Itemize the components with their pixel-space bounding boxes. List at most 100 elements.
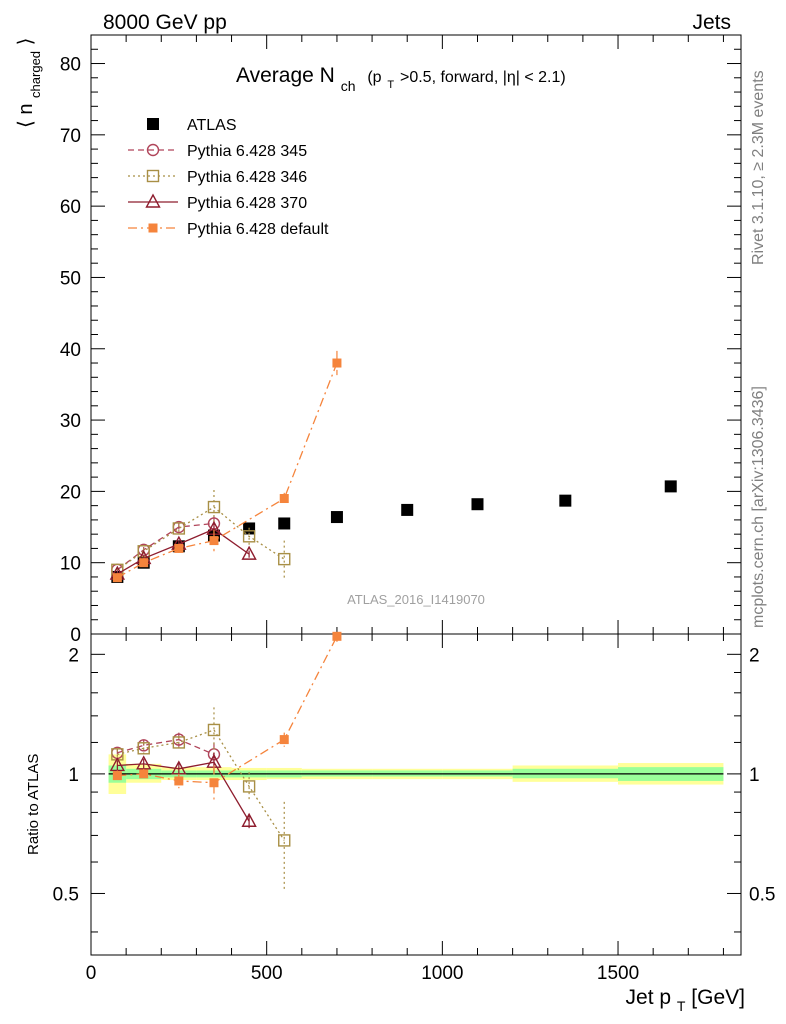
main-series-2-line bbox=[116, 506, 285, 571]
main-series-0-point-5 bbox=[278, 517, 291, 530]
mcplots-reference-text: mcplots.cern.ch [arXiv:1306.3436] bbox=[750, 386, 767, 628]
main-chart-title-main: Average N bbox=[236, 64, 335, 87]
ratio-series-3-point-3 bbox=[209, 778, 219, 788]
main-chart-title-cond-sub: T bbox=[387, 79, 394, 91]
legend-item-3: Pythia 6.428 370 bbox=[128, 193, 307, 212]
legend-item-4: Pythia 6.428 default bbox=[128, 221, 329, 238]
ratio-y-tick-label-0: 0.5 bbox=[53, 884, 79, 905]
ratio-y-tick-label-right-0: 0.5 bbox=[749, 884, 775, 905]
ratio-x-tick-label-0: 0 bbox=[86, 963, 97, 984]
legend-item-1-marker bbox=[146, 143, 160, 157]
main-series-2-point-3 bbox=[207, 500, 221, 514]
header-left-label: 8000 GeV pp bbox=[103, 11, 227, 34]
main-series-2-point-5 bbox=[278, 552, 291, 566]
main-series-4-point-4 bbox=[279, 494, 289, 504]
main-series-group bbox=[109, 350, 677, 583]
main-panel: 0 10 20 30 40 50 60 70 80 ATLAS_2016_I1419070 Av… bbox=[15, 34, 742, 646]
main-series-4-point-5 bbox=[332, 358, 342, 368]
main-series-2-point-2 bbox=[172, 522, 186, 535]
main-y-tick-label-7: 70 bbox=[60, 126, 81, 147]
main-y-tick-label-8: 80 bbox=[60, 55, 81, 76]
ratio-series-0 bbox=[111, 732, 221, 768]
x-axis-label: Jet p T [GeV] bbox=[626, 986, 745, 1016]
legend-item-0-marker bbox=[147, 118, 159, 130]
ratio-series-3-line bbox=[117, 636, 338, 784]
ratio-series-group bbox=[109, 631, 342, 891]
main-series-4-point-1 bbox=[139, 558, 149, 568]
main-x-axis-ticks bbox=[90, 35, 724, 634]
main-chart-title-cond-pre: (p bbox=[367, 69, 381, 86]
ratio-series-2-point-0 bbox=[109, 757, 126, 772]
legend-item-0: ATLAS bbox=[147, 117, 237, 134]
ratio-series-2 bbox=[109, 752, 257, 829]
main-y-axis-label-sub: charged bbox=[28, 51, 43, 98]
legend-item-2-marker bbox=[146, 169, 160, 183]
ratio-series-1-point-3 bbox=[207, 723, 221, 737]
main-y-tick-label-2: 20 bbox=[60, 482, 81, 503]
main-chart-title-cond-post: >0.5, forward, |η| < 2.1) bbox=[400, 69, 566, 86]
main-series-2-point-4 bbox=[242, 530, 256, 543]
ratio-uncertainty-bands bbox=[108, 754, 724, 794]
main-chart-title: Average N ch (p T >0.5, forward, |η| < 2… bbox=[236, 64, 566, 96]
legend: ATLAS Pythia 6.428 345 Pythia 6.428 346 Pyt… bbox=[128, 117, 329, 238]
main-series-0-point-8 bbox=[471, 498, 484, 511]
main-y-tick-label-0: 0 bbox=[70, 625, 81, 646]
ratio-y-tick-label-right-1: 1 bbox=[749, 765, 760, 786]
ratio-series-1-point-5 bbox=[278, 834, 291, 847]
main-series-4-point-2 bbox=[174, 543, 184, 553]
main-y-tick-label-4: 40 bbox=[60, 340, 81, 361]
main-series-4-point-3 bbox=[209, 536, 219, 546]
ratio-y-tick-label-right-2: 2 bbox=[749, 645, 760, 666]
legend-item-1: Pythia 6.428 345 bbox=[128, 143, 307, 160]
ratio-plot-frame bbox=[90, 633, 742, 956]
main-series-4-point-0 bbox=[112, 573, 122, 583]
ratio-x-tick-label-3: 1500 bbox=[597, 963, 639, 984]
main-series-4 bbox=[112, 350, 342, 583]
x-axis-label-sub: T bbox=[677, 998, 686, 1014]
ratio-series-2-point-4 bbox=[241, 812, 257, 827]
ratio-y-tick-label-1: 1 bbox=[68, 765, 79, 786]
ratio-series-3-point-1 bbox=[139, 769, 149, 779]
main-series-1 bbox=[111, 516, 221, 577]
legend-item-2-label: Pythia 6.428 346 bbox=[187, 169, 307, 186]
ratio-x-tick-label-2: 1000 bbox=[421, 963, 463, 984]
main-series-0-point-6 bbox=[330, 511, 343, 524]
main-series-2 bbox=[111, 489, 291, 578]
main-y-tick-label-1: 10 bbox=[60, 554, 81, 575]
main-series-3-point-4 bbox=[241, 545, 257, 560]
ratio-x-tick-label-1: 500 bbox=[251, 963, 283, 984]
main-y-tick-label-3: 30 bbox=[60, 411, 81, 432]
ratio-series-3-point-5 bbox=[332, 631, 342, 641]
ratio-series-2-point-2 bbox=[171, 760, 187, 775]
ratio-series-1-line bbox=[117, 729, 285, 841]
main-y-axis-label-post: ⟩ bbox=[15, 38, 37, 46]
legend-item-0-label: ATLAS bbox=[187, 117, 237, 134]
ratio-series-3-point-4 bbox=[279, 735, 289, 745]
ratio-series-3-point-2 bbox=[174, 776, 184, 786]
main-y-axis-label-pre: ⟨ n bbox=[15, 104, 37, 128]
legend-item-4-label: Pythia 6.428 default bbox=[187, 221, 329, 238]
main-series-0-point-7 bbox=[401, 503, 414, 516]
ratio-series-0-line bbox=[117, 738, 215, 755]
ratio-series-1-point-2 bbox=[172, 736, 186, 749]
rivet-version-text: Rivet 3.1.10, ≥ 2.3M events bbox=[750, 70, 767, 265]
legend-item-3-label: Pythia 6.428 370 bbox=[187, 195, 307, 212]
header-right-label: Jets bbox=[692, 11, 731, 34]
legend-item-4-marker bbox=[148, 223, 158, 233]
main-y-axis: 0 10 20 30 40 50 60 70 80 bbox=[60, 34, 741, 646]
ratio-y-axis: 0.5 0.5 1 1 2 2 bbox=[53, 645, 775, 933]
x-axis-label-pre: Jet p bbox=[626, 986, 672, 1009]
main-series-0-point-9 bbox=[559, 494, 572, 507]
ratio-y-tick-label-2: 2 bbox=[68, 645, 79, 666]
main-series-0 bbox=[111, 480, 677, 583]
ratio-series-3-point-0 bbox=[112, 771, 122, 781]
ratio-series-1 bbox=[111, 707, 291, 891]
legend-item-3-marker bbox=[145, 193, 161, 208]
x-axis-label-post: [GeV] bbox=[691, 986, 745, 1009]
ratio-y-axis-label: Ratio to ATLAS bbox=[25, 754, 42, 855]
ratio-series-1-point-1 bbox=[137, 742, 150, 755]
main-chart-title-subscript: ch bbox=[341, 78, 356, 94]
legend-item-1-label: Pythia 6.428 345 bbox=[187, 143, 307, 160]
legend-item-2: Pythia 6.428 346 bbox=[128, 169, 307, 186]
